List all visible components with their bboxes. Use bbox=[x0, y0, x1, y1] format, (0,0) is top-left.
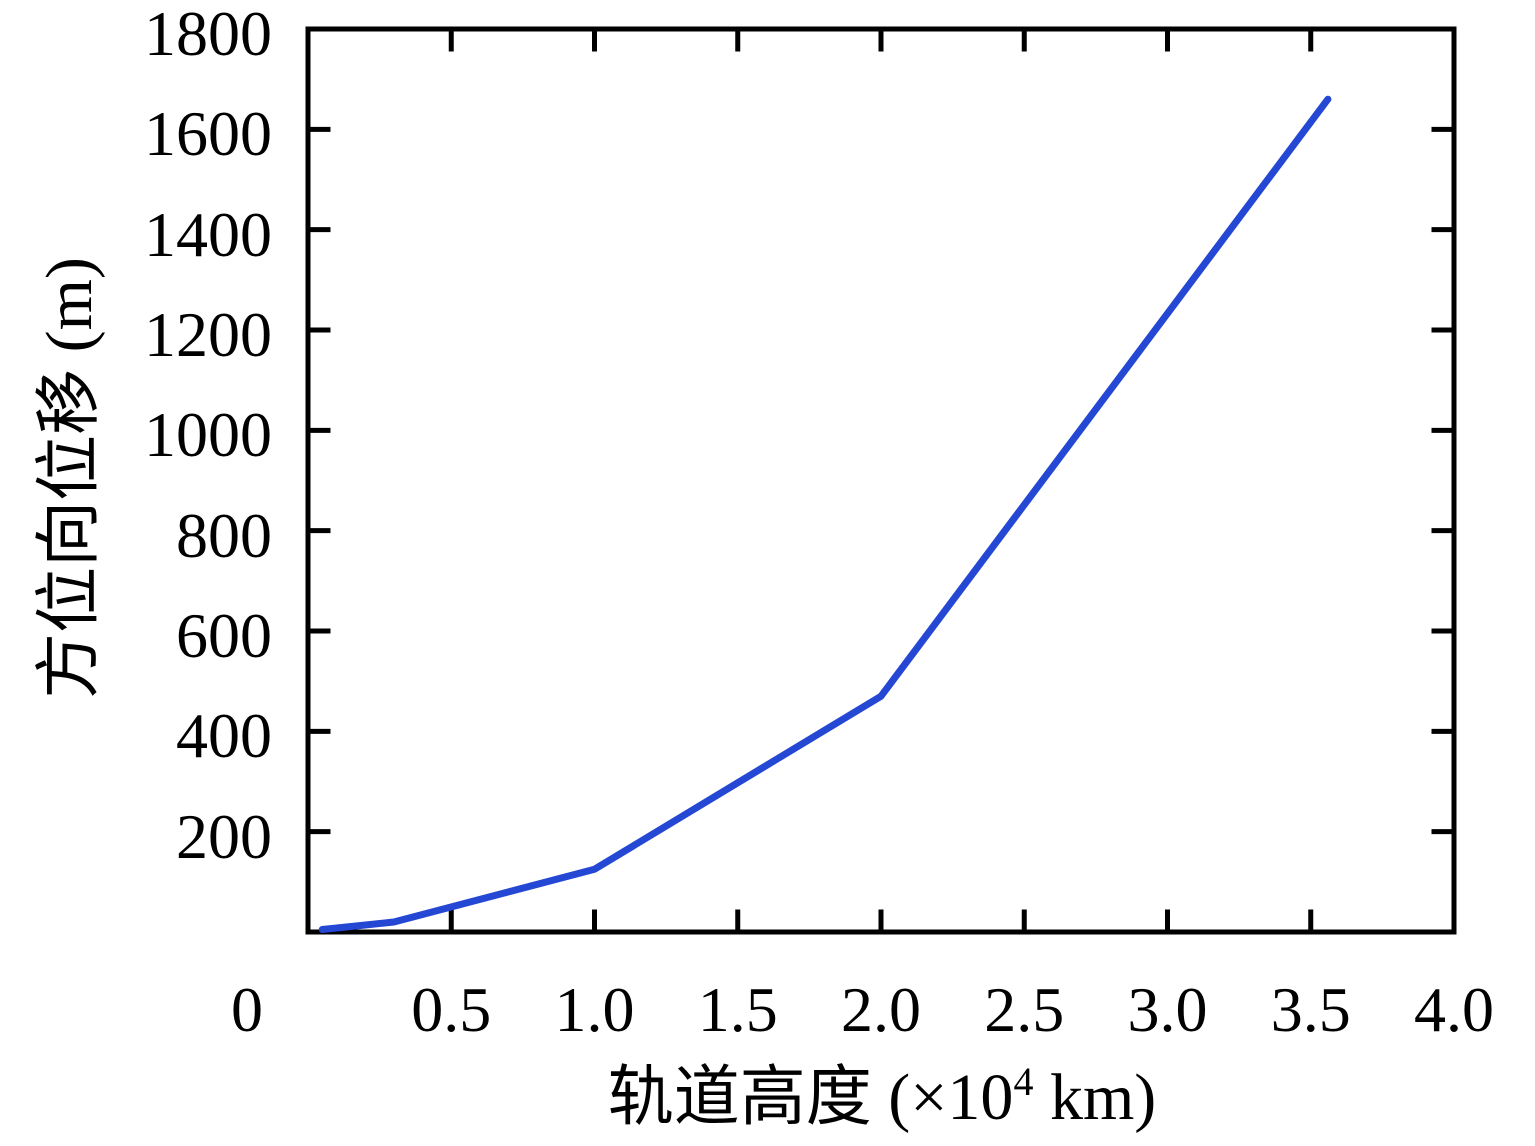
x-tick-label: 4.0 bbox=[1414, 974, 1494, 1045]
x-axis-title-suffix: km) bbox=[1033, 1061, 1157, 1134]
x-tick-label: 2.5 bbox=[984, 974, 1065, 1045]
y-tick-label: 400 bbox=[176, 700, 272, 772]
y-tick-label: 1400 bbox=[144, 198, 272, 270]
series-line-azimuth-displacement bbox=[318, 95, 1332, 933]
x-tick-label: 0 bbox=[231, 974, 263, 1045]
y-tick-label: 600 bbox=[176, 600, 272, 671]
y-tick-label: 1200 bbox=[144, 299, 272, 370]
x-axis-title: 轨道高度 (×104 km) bbox=[608, 1058, 1157, 1138]
x-tick-label: 0.5 bbox=[411, 974, 492, 1045]
y-tick-label: 1800 bbox=[144, 0, 272, 69]
x-axis-title-prefix: 轨道高度 (×10 bbox=[607, 1061, 1014, 1134]
y-tick-label: 1600 bbox=[144, 98, 272, 170]
plot-border bbox=[305, 26, 1457, 935]
x-axis-title-exponent: 4 bbox=[1013, 1059, 1034, 1104]
x-tick-label: 3.0 bbox=[1127, 974, 1208, 1045]
axis-ticks bbox=[310, 31, 1452, 930]
x-tick-label: 2.0 bbox=[841, 974, 921, 1045]
y-tick-label: 1000 bbox=[144, 399, 272, 471]
data-line bbox=[318, 95, 1332, 933]
plot-frame bbox=[305, 26, 1457, 935]
y-tick-label: 200 bbox=[176, 800, 272, 872]
y-tick-label: 800 bbox=[176, 499, 272, 571]
x-tick-label: 3.5 bbox=[1270, 974, 1351, 1045]
x-tick-label: 1.5 bbox=[697, 974, 778, 1045]
y-axis-title: 方位向位移 (m) bbox=[33, 257, 106, 699]
x-tick-label: 1.0 bbox=[554, 974, 635, 1045]
